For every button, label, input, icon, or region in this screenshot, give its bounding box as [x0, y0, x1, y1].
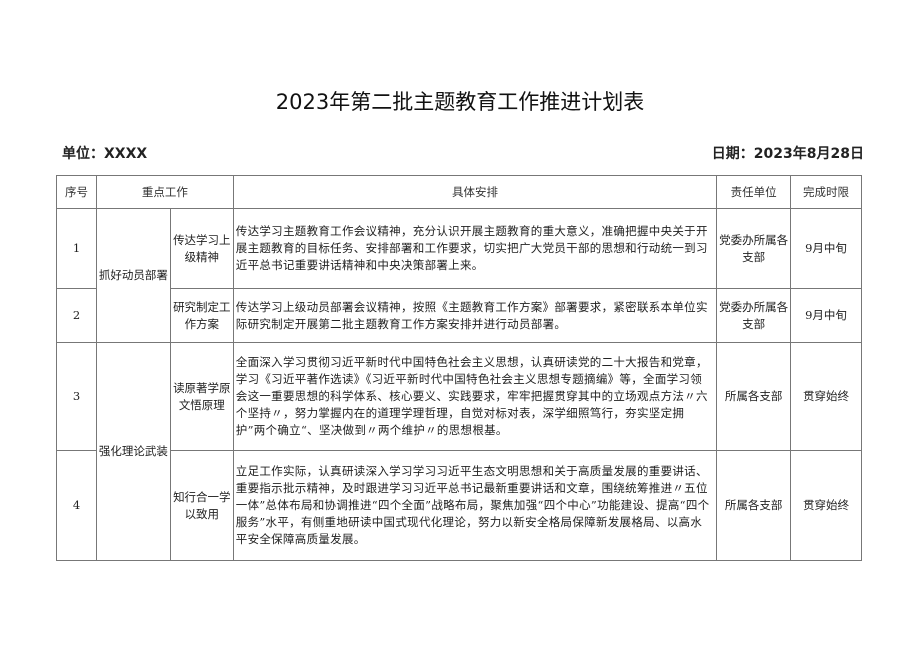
table-row: 2 研究制定工作方案 传达学习上级动员部署会议精神，按照《主题教育工作方案》部署…: [56, 288, 862, 343]
row-deadline: 贯穿始终: [790, 342, 862, 451]
unit-label: 单位：XXXX: [62, 146, 148, 162]
row-deadline: 贯穿始终: [790, 450, 862, 561]
row-task: 知行合一学以致用: [169, 450, 234, 561]
page-title: 2023年第二批主题教育工作推进计划表: [275, 90, 645, 114]
row-deadline: 9月中旬: [790, 208, 862, 289]
row-no: 1: [56, 208, 97, 289]
row-no: 2: [56, 288, 97, 343]
header-owner: 责任单位: [716, 175, 792, 209]
header-row: 序号 重点工作 具体安排 责任单位 完成时限: [56, 175, 862, 209]
row-task: 研究制定工作方案: [169, 288, 234, 343]
header-detail: 具体安排: [232, 175, 718, 209]
row-task: 读原著学原文悟原理: [169, 342, 234, 451]
row-detail: 传达学习主题教育工作会议精神，充分认识开展主题教育的重大意义，准确把握中央关于开…: [232, 208, 718, 289]
row-deadline: 9月中旬: [790, 288, 862, 343]
header-focus: 重点工作: [95, 175, 234, 209]
row-owner: 党委办所属各支部: [716, 208, 792, 289]
plan-table: 序号 重点工作 具体安排 责任单位 完成时限 1 抓好动员部署 传达学习上级精神…: [56, 175, 862, 561]
table-row: 3 强化理论武装 读原著学原文悟原理 全面深入学习贯彻习近平新时代中国特色社会主…: [56, 342, 862, 561]
group-label: 强化理论武装: [95, 342, 171, 561]
group-label: 抓好动员部署: [95, 208, 171, 343]
row-owner: 党委办所属各支部: [716, 288, 792, 343]
row-owner: 所属各支部: [716, 342, 792, 451]
row-owner: 所属各支部: [716, 450, 792, 561]
row-detail: 传达学习上级动员部署会议精神，按照《主题教育工作方案》部署要求，紧密联系本单位实…: [232, 288, 718, 343]
header-deadline: 完成时限: [790, 175, 862, 209]
header-no: 序号: [56, 175, 97, 209]
table-row: 1 抓好动员部署 传达学习上级精神 传达学习主题教育工作会议精神，充分认识开展主…: [56, 208, 862, 343]
row-task: 传达学习上级精神: [169, 208, 234, 289]
row-detail: 全面深入学习贯彻习近平新时代中国特色社会主义思想，认真研读党的二十大报告和党章，…: [232, 342, 718, 451]
row-detail: 立足工作实际，认真研读深入学习学习习近平生态文明思想和关于高质量发展的重要讲话、…: [232, 450, 718, 561]
date-label: 日期：2023年8月28日: [711, 146, 864, 162]
table-row: 4 知行合一学以致用 立足工作实际，认真研读深入学习学习习近平生态文明思想和关于…: [56, 450, 862, 561]
row-no: 4: [56, 450, 97, 561]
row-no: 3: [56, 342, 97, 451]
